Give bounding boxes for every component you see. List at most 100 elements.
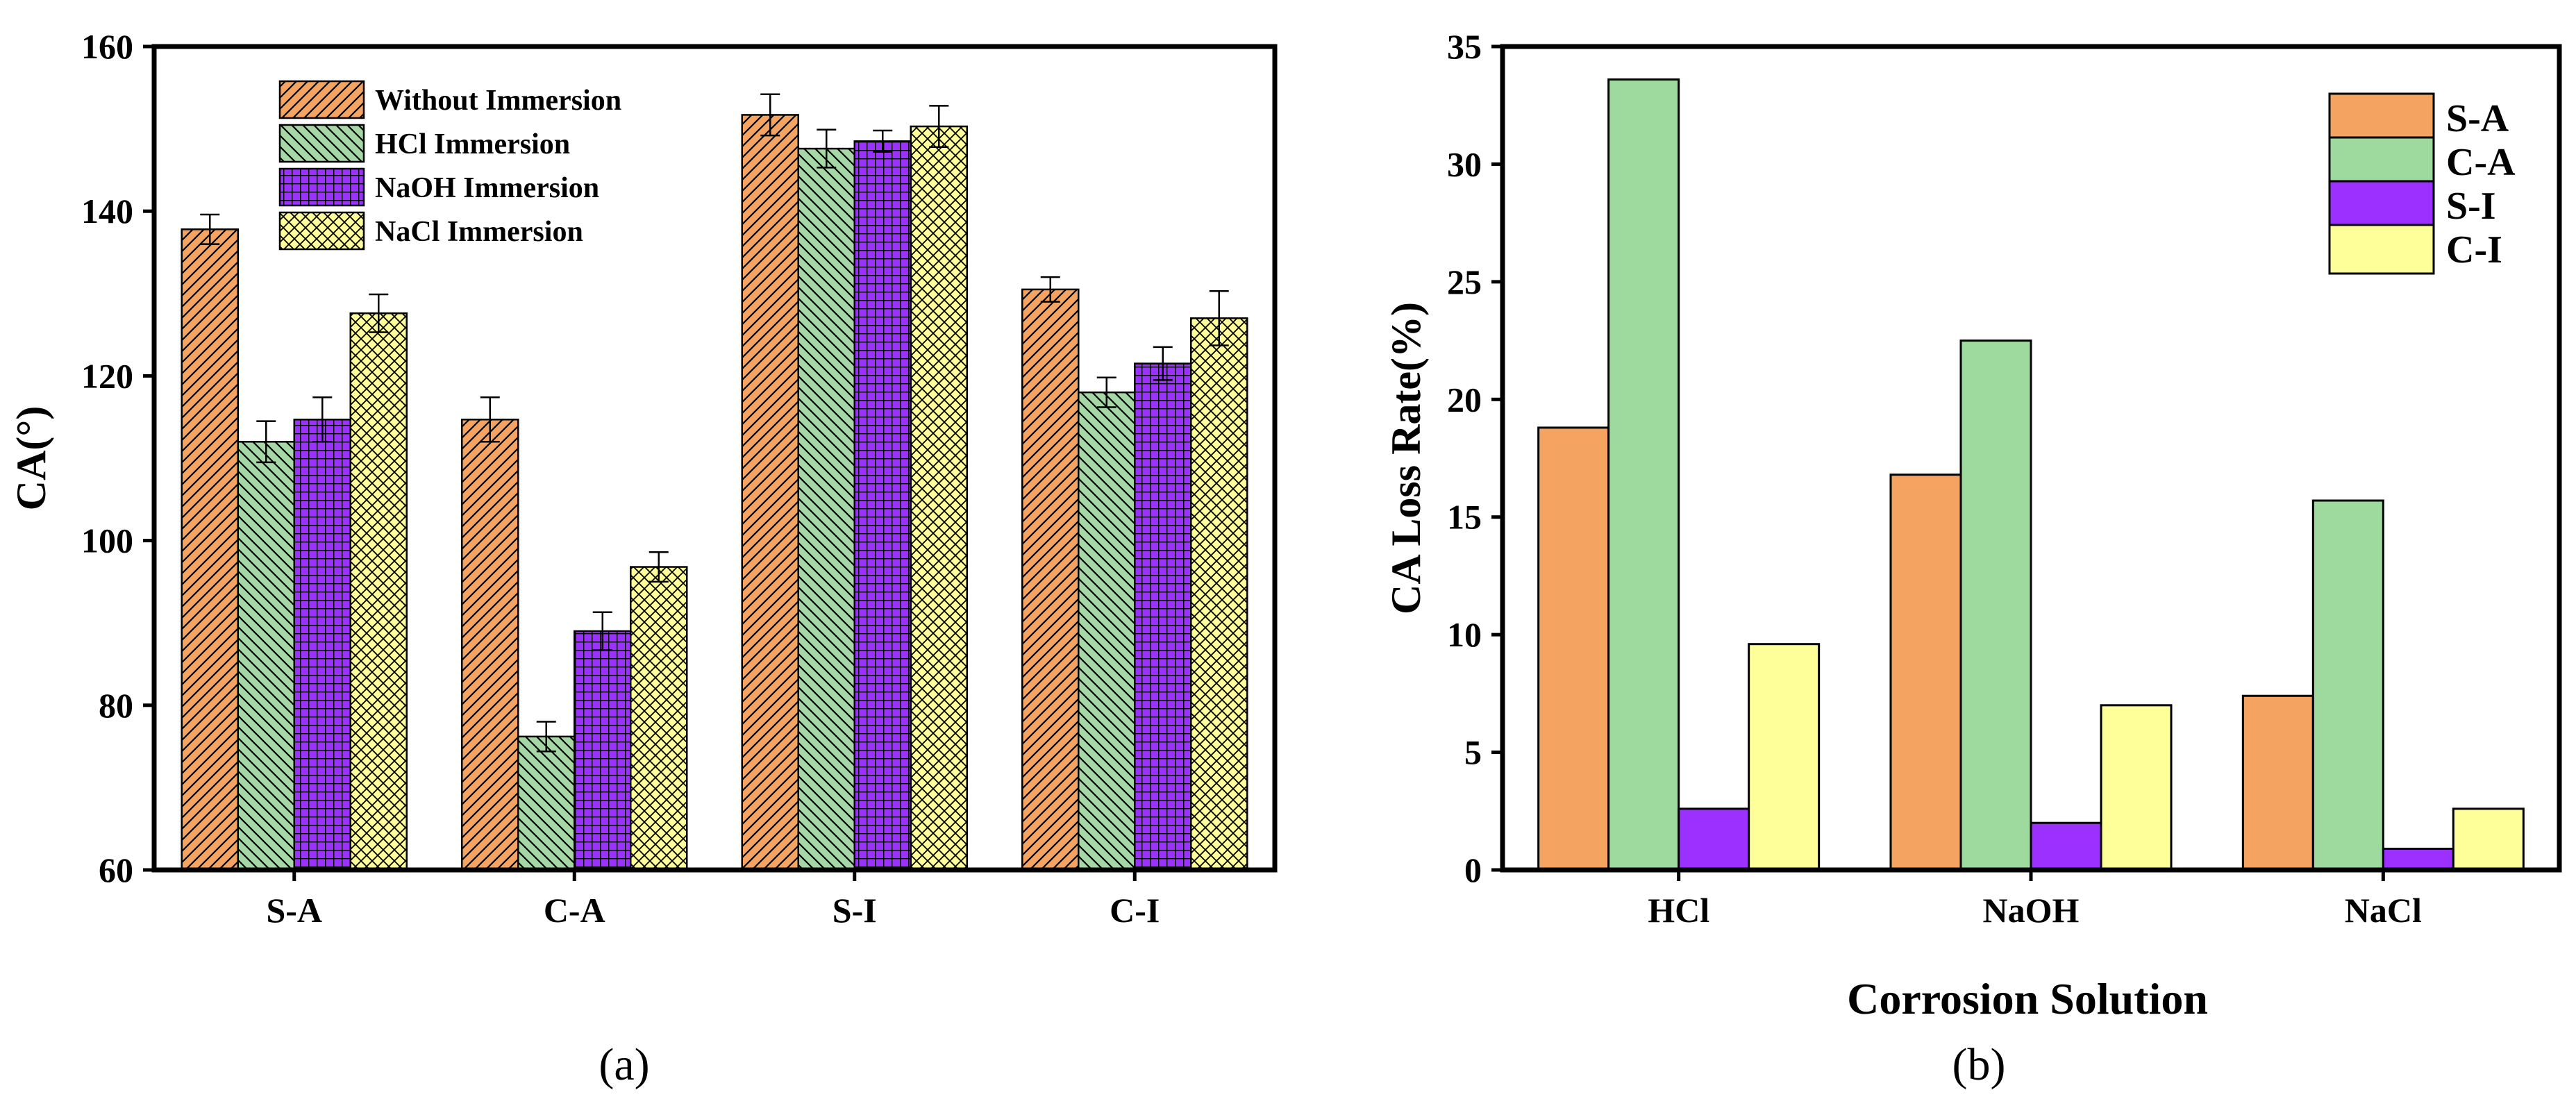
bar-c-i-naoh-immersion bbox=[1134, 362, 1192, 871]
chart-a-x-ticks: S-A C-A S-I C-I bbox=[266, 870, 1160, 930]
legend-label-hcl-immersion: HCl Immersion bbox=[375, 128, 570, 160]
bar-hcl-c-i bbox=[1748, 643, 1821, 871]
legend-swatch-s-a bbox=[2328, 92, 2435, 144]
y-tick-label-10: 10 bbox=[1447, 615, 1482, 654]
bar-nacl-s-a bbox=[2241, 694, 2314, 871]
legend-label-without-immersion: Without Immersion bbox=[375, 85, 621, 117]
chart-b-y-ticks: 0 5 10 15 20 25 30 35 bbox=[1447, 27, 1503, 889]
chart-a-legend: Without Immersion HCl Immersion NaOH Immer… bbox=[278, 80, 621, 251]
legend-label-s-i: S-I bbox=[2446, 185, 2496, 228]
bar-s-i-nacl-immersion bbox=[910, 125, 968, 871]
bar-c-a-hcl-immersion bbox=[517, 735, 576, 871]
chart-b-bars bbox=[1537, 78, 2525, 871]
y-tick-label-30: 30 bbox=[1447, 144, 1482, 183]
x-tick-label-c-i: C-I bbox=[1110, 891, 1160, 930]
error-bar-s-a-nacl-immersion bbox=[369, 293, 389, 333]
legend-swatch-hcl-immersion bbox=[278, 124, 365, 163]
y-tick-label-15: 15 bbox=[1447, 498, 1482, 537]
y-tick-label-100: 100 bbox=[81, 521, 133, 560]
bar-naoh-s-a bbox=[1889, 474, 1962, 871]
error-bar-s-i-nacl-immersion bbox=[929, 105, 949, 148]
chart-b-x-axis-label: Corrosion Solution bbox=[1847, 974, 2208, 1023]
x-tick-label-s-a: S-A bbox=[266, 891, 322, 930]
legend-swatch-naoh-immersion bbox=[278, 167, 365, 207]
x-tick-label-s-i: S-I bbox=[833, 891, 877, 930]
y-tick-label-160: 160 bbox=[81, 27, 133, 66]
chart-b-x-ticks: HCl NaOH NaCl bbox=[1648, 870, 2422, 930]
error-bar-s-a-naoh-immersion bbox=[312, 396, 333, 443]
error-bar-c-a-without-immersion bbox=[480, 396, 500, 443]
bar-naoh-c-a bbox=[1959, 340, 2032, 871]
error-bar-c-a-hcl-immersion bbox=[536, 721, 556, 753]
error-bar-s-i-without-immersion bbox=[760, 93, 780, 137]
chart-b: 0 5 10 15 20 25 30 35 HCl NaOH NaCl CA Loss Rate(… bbox=[1383, 27, 2562, 1090]
x-tick-label-c-a: C-A bbox=[544, 891, 605, 930]
bar-hcl-c-a bbox=[1607, 78, 1680, 871]
y-tick-label-60: 60 bbox=[99, 851, 133, 889]
bar-nacl-c-i bbox=[2452, 807, 2525, 871]
legend-swatch-s-i bbox=[2328, 180, 2435, 231]
legend-item-c-a: C-A bbox=[2328, 136, 2516, 187]
y-tick-label-5: 5 bbox=[1464, 733, 1482, 772]
y-tick-label-35: 35 bbox=[1447, 27, 1482, 66]
bar-s-a-nacl-immersion bbox=[349, 312, 408, 871]
legend-item-c-i: C-I bbox=[2328, 224, 2502, 275]
bar-s-i-without-immersion bbox=[741, 114, 799, 871]
chart-a-y-axis-label: CA(°) bbox=[8, 406, 54, 511]
bar-s-i-hcl-immersion bbox=[797, 147, 855, 871]
chart-b-legend: S-AC-AS-IC-I bbox=[2328, 92, 2516, 275]
bar-c-a-nacl-immersion bbox=[630, 566, 688, 871]
chart-b-y-axis-label: CA Loss Rate(%) bbox=[1383, 302, 1429, 614]
chart-a-panel-label: (a) bbox=[599, 1039, 649, 1090]
y-tick-label-140: 140 bbox=[81, 192, 133, 231]
chart-a: 60 80 100 120 140 160 S-A C-A S-I C-I CA(°) With… bbox=[8, 27, 1278, 1090]
bar-s-a-hcl-immersion bbox=[237, 441, 295, 871]
legend-swatch-c-i bbox=[2328, 224, 2435, 275]
y-tick-label-20: 20 bbox=[1447, 380, 1482, 419]
legend-item-nacl-immersion: NaCl Immersion bbox=[278, 211, 583, 251]
chart-a-y-ticks: 60 80 100 120 140 160 bbox=[81, 27, 154, 889]
error-bar-s-a-hcl-immersion bbox=[256, 420, 276, 464]
bar-nacl-s-i bbox=[2382, 848, 2454, 871]
bar-c-i-hcl-immersion bbox=[1078, 391, 1136, 871]
legend-item-s-i: S-I bbox=[2328, 180, 2496, 231]
bar-naoh-s-i bbox=[2030, 821, 2102, 871]
legend-item-naoh-immersion: NaOH Immersion bbox=[278, 167, 599, 207]
error-bar-c-i-without-immersion bbox=[1040, 276, 1060, 303]
error-bar-c-i-naoh-immersion bbox=[1153, 346, 1173, 381]
legend-item-without-immersion: Without Immersion bbox=[278, 80, 621, 119]
legend-swatch-c-a bbox=[2328, 136, 2435, 187]
y-tick-label-120: 120 bbox=[81, 356, 133, 395]
chart-a-plot-frame bbox=[151, 44, 1278, 873]
bar-c-a-without-immersion bbox=[461, 419, 519, 871]
error-bar-s-a-without-immersion bbox=[200, 213, 220, 245]
bar-c-i-nacl-immersion bbox=[1190, 317, 1248, 871]
legend-item-s-a: S-A bbox=[2328, 92, 2509, 144]
legend-item-hcl-immersion: HCl Immersion bbox=[278, 124, 570, 163]
error-bar-c-i-nacl-immersion bbox=[1209, 290, 1229, 346]
legend-label-c-a: C-A bbox=[2446, 141, 2516, 184]
bar-s-a-without-immersion bbox=[181, 228, 239, 871]
bar-hcl-s-a bbox=[1537, 426, 1610, 871]
chart-a-bars bbox=[181, 114, 1248, 871]
y-tick-label-25: 25 bbox=[1447, 262, 1482, 301]
x-tick-label-nacl: NaCl bbox=[2345, 891, 2422, 930]
legend-swatch-without-immersion bbox=[278, 80, 365, 119]
bar-nacl-c-a bbox=[2311, 499, 2384, 871]
bar-s-a-naoh-immersion bbox=[293, 419, 351, 871]
error-bar-s-i-hcl-immersion bbox=[817, 128, 837, 169]
legend-swatch-nacl-immersion bbox=[278, 211, 365, 251]
error-bar-c-i-hcl-immersion bbox=[1096, 376, 1116, 408]
x-tick-label-hcl: HCl bbox=[1648, 891, 1709, 930]
error-bar-s-i-naoh-immersion bbox=[873, 129, 893, 153]
legend-label-c-i: C-I bbox=[2446, 228, 2502, 271]
y-tick-label-0: 0 bbox=[1464, 851, 1482, 889]
chart-b-panel-label: (b) bbox=[1952, 1039, 2006, 1090]
bar-c-a-naoh-immersion bbox=[574, 630, 632, 871]
legend-label-naoh-immersion: NaOH Immersion bbox=[375, 172, 599, 204]
legend-label-nacl-immersion: NaCl Immersion bbox=[375, 216, 583, 248]
y-tick-label-80: 80 bbox=[99, 686, 133, 725]
chart-a-error-bars bbox=[200, 93, 1229, 753]
legend-label-s-a: S-A bbox=[2446, 97, 2509, 140]
